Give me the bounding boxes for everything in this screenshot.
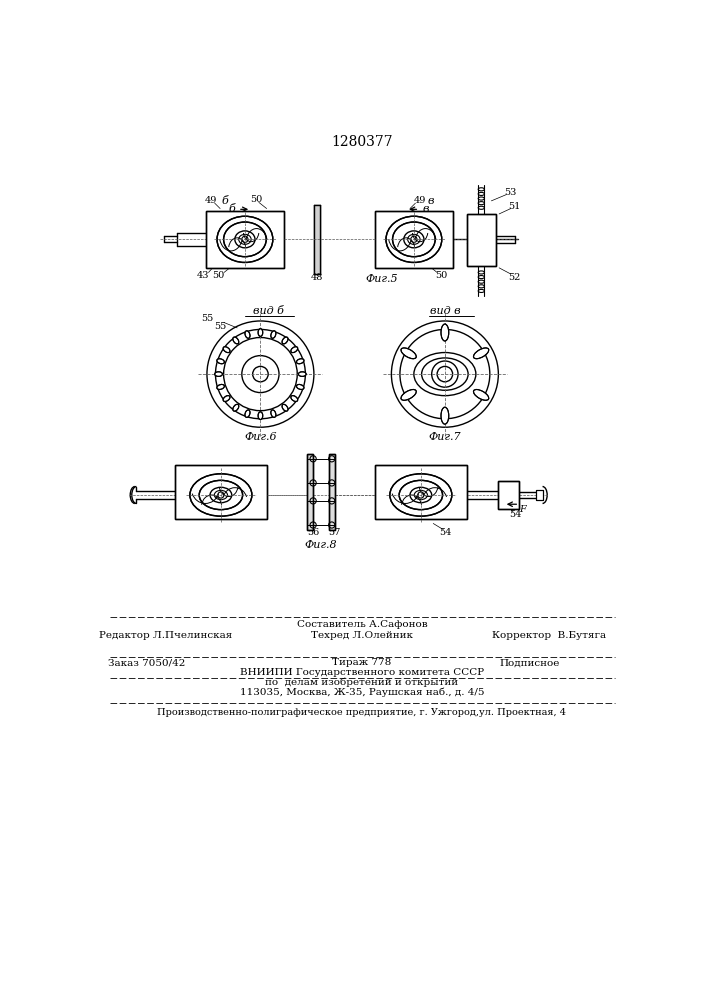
Text: 113035, Москва, Ж-35, Раушская наб., д. 4/5: 113035, Москва, Ж-35, Раушская наб., д. … [240, 687, 484, 697]
Text: 57: 57 [329, 528, 341, 537]
Text: 49: 49 [204, 196, 217, 205]
Ellipse shape [441, 407, 449, 424]
Ellipse shape [282, 337, 288, 344]
Ellipse shape [399, 480, 443, 510]
Ellipse shape [258, 329, 263, 336]
Text: Тираж 778: Тираж 778 [332, 658, 392, 667]
Bar [467, 214, 496, 266]
Text: 48: 48 [311, 273, 323, 282]
Ellipse shape [217, 216, 273, 262]
Ellipse shape [282, 404, 288, 411]
Ellipse shape [441, 324, 449, 341]
Ellipse shape [223, 347, 230, 353]
Text: 55: 55 [214, 322, 226, 331]
Text: в: в [422, 204, 428, 214]
Text: Подписное: Подписное [500, 658, 561, 667]
Text: вид б: вид б [252, 306, 284, 316]
Ellipse shape [291, 396, 298, 401]
Text: 53: 53 [504, 188, 516, 197]
Text: Редактор Л.Пчелинская: Редактор Л.Пчелинская [99, 631, 233, 640]
Ellipse shape [401, 348, 416, 359]
Ellipse shape [474, 389, 489, 400]
Bar [307, 454, 313, 530]
Ellipse shape [190, 474, 252, 516]
Ellipse shape [291, 347, 298, 353]
Ellipse shape [217, 359, 224, 364]
Ellipse shape [199, 480, 243, 510]
Ellipse shape [215, 372, 223, 376]
Bar [375, 211, 452, 268]
Text: 1280377: 1280377 [331, 135, 393, 149]
Text: 54: 54 [438, 528, 451, 537]
Bar [314, 205, 320, 274]
Text: 50: 50 [250, 195, 263, 204]
Ellipse shape [223, 396, 230, 401]
Text: Заказ 7050/42: Заказ 7050/42 [107, 658, 185, 667]
Text: вид в: вид в [430, 306, 460, 316]
Ellipse shape [233, 337, 239, 344]
Bar [537, 490, 542, 500]
Ellipse shape [233, 404, 239, 411]
Ellipse shape [271, 331, 276, 338]
Ellipse shape [296, 384, 304, 389]
Ellipse shape [296, 359, 304, 364]
Ellipse shape [298, 372, 306, 376]
Bar [537, 490, 542, 500]
Text: Производственно-полиграфическое предприятие, г. Ужгород,ул. Проектная, 4: Производственно-полиграфическое предприя… [158, 708, 566, 717]
Text: б: б [228, 204, 235, 214]
Text: Техред Л.Олейник: Техред Л.Олейник [311, 631, 413, 640]
Text: 49: 49 [414, 196, 426, 205]
Text: б: б [221, 196, 228, 206]
Ellipse shape [401, 389, 416, 400]
Ellipse shape [390, 474, 452, 516]
Bar [206, 211, 284, 268]
Text: 52: 52 [508, 273, 521, 282]
Text: Корректор  В.Бутяга: Корректор В.Бутяга [493, 631, 607, 640]
Text: Фиг.5: Фиг.5 [365, 274, 397, 284]
Bar [498, 481, 519, 509]
Ellipse shape [271, 410, 276, 417]
Text: по  делам изобретений и открытий: по делам изобретений и открытий [265, 677, 459, 687]
Bar [467, 214, 496, 266]
Text: Фиг.6: Фиг.6 [244, 432, 276, 442]
Text: 43: 43 [197, 271, 209, 280]
Text: Фиг.7: Фиг.7 [428, 432, 461, 442]
Ellipse shape [245, 410, 250, 417]
Bar [206, 211, 284, 268]
Text: 56: 56 [307, 528, 320, 537]
Text: Составитель А.Сафонов: Составитель А.Сафонов [297, 620, 427, 629]
Text: 50: 50 [436, 271, 448, 280]
Text: ВНИИПИ Государственного комитета СССР: ВНИИПИ Государственного комитета СССР [240, 668, 484, 677]
Bar [375, 465, 467, 519]
Bar [375, 465, 467, 519]
Ellipse shape [474, 348, 489, 359]
Ellipse shape [223, 222, 267, 257]
Ellipse shape [392, 222, 436, 257]
Text: в: в [428, 196, 434, 206]
Bar [175, 465, 267, 519]
Ellipse shape [386, 216, 442, 262]
Text: 50: 50 [212, 271, 225, 280]
Text: F: F [519, 505, 526, 514]
Ellipse shape [258, 412, 263, 420]
Ellipse shape [245, 331, 250, 338]
Bar [307, 454, 313, 530]
Text: Фиг.8: Фиг.8 [305, 540, 337, 550]
Ellipse shape [217, 384, 224, 389]
Bar [329, 454, 335, 530]
Text: 55: 55 [201, 314, 214, 323]
Bar [375, 211, 452, 268]
Bar [498, 481, 519, 509]
Bar [329, 454, 335, 530]
Text: 51: 51 [508, 202, 521, 211]
Text: 54: 54 [509, 510, 522, 519]
Bar [175, 465, 267, 519]
